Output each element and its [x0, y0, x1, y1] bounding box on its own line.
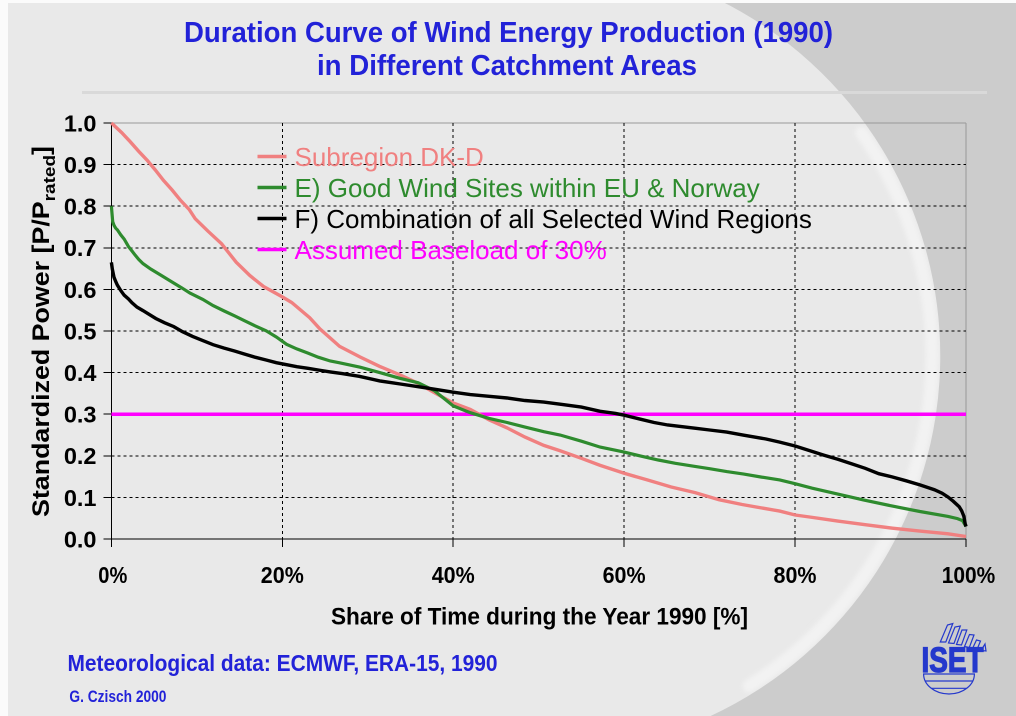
- svg-text:0.9: 0.9: [64, 152, 97, 178]
- svg-text:0.5: 0.5: [64, 318, 97, 344]
- svg-text:E) Good Wind Sites within EU &: E) Good Wind Sites within EU & Norway: [295, 173, 760, 203]
- svg-text:G. Czisch 2000: G. Czisch 2000: [69, 688, 166, 706]
- svg-text:0.0: 0.0: [64, 526, 97, 552]
- svg-text:Standardized Power [P/Prated]: Standardized Power [P/Prated]: [28, 146, 59, 517]
- svg-text:0%: 0%: [98, 562, 127, 588]
- svg-text:Subregion DK-D: Subregion DK-D: [295, 142, 484, 172]
- svg-text:80%: 80%: [774, 562, 817, 588]
- svg-text:20%: 20%: [261, 562, 304, 588]
- svg-text:0.3: 0.3: [64, 402, 97, 428]
- svg-text:1.0: 1.0: [64, 110, 97, 136]
- svg-text:in Different Catchment Areas: in Different Catchment Areas: [317, 50, 697, 82]
- svg-text:Share of Time during the Year: Share of Time during the Year 1990 [%]: [331, 604, 748, 631]
- svg-text:F) Combination of all Selected: F) Combination of all Selected Wind Regi…: [295, 204, 812, 234]
- svg-text:0.1: 0.1: [64, 485, 97, 511]
- svg-text:Assumed Baseload of 30%: Assumed Baseload of 30%: [295, 235, 607, 265]
- svg-text:40%: 40%: [432, 562, 475, 588]
- svg-text:60%: 60%: [603, 562, 646, 588]
- svg-text:100%: 100%: [942, 562, 996, 588]
- svg-text:0.4: 0.4: [64, 360, 97, 386]
- svg-text:0.8: 0.8: [64, 194, 97, 220]
- svg-text:0.7: 0.7: [64, 235, 97, 261]
- svg-text:0.6: 0.6: [64, 277, 97, 303]
- svg-text:Meteorological data: ECMWF, ER: Meteorological data: ECMWF, ERA-15, 1990: [68, 650, 498, 676]
- svg-text:Duration Curve of Wind Energy: Duration Curve of Wind Energy Production…: [184, 17, 833, 49]
- svg-text:ISET: ISET: [922, 641, 984, 680]
- svg-text:0.2: 0.2: [64, 443, 97, 469]
